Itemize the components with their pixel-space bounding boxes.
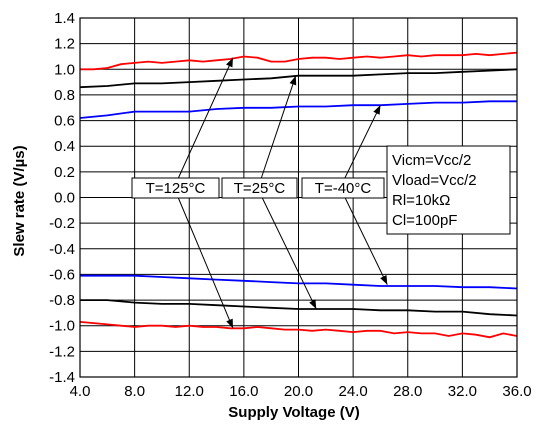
- annotation-label-t125: T=125°C: [146, 180, 206, 197]
- x-tick-label: 24.0: [339, 383, 368, 400]
- pointer-arrowhead-t25: [289, 75, 297, 86]
- pointer-arrowhead-tm40: [373, 105, 381, 115]
- annotation-layer: T=125°C T=25°C T=-40°C: [131, 57, 388, 329]
- x-tick-label: 12.0: [175, 383, 204, 400]
- annotation-box-t25: [221, 177, 298, 199]
- series-line-t125-fall: [79, 321, 518, 339]
- pointer-arrowhead-t125: [226, 318, 233, 329]
- y-tick-label: -0.4: [49, 241, 75, 258]
- pointer-arrowhead-t125: [226, 57, 233, 68]
- annotation-box-t125: [131, 177, 220, 199]
- y-tick-label: 0.8: [54, 87, 75, 104]
- y-tick-label: 0.2: [54, 164, 75, 181]
- condition-line: Cl=100pF: [392, 212, 457, 229]
- plot-frame: [79, 17, 518, 378]
- grid: [79, 17, 518, 378]
- series-layer: [79, 51, 518, 339]
- series-line-t25-fall: [80, 299, 518, 317]
- series-line-t125-rise: [80, 51, 518, 71]
- condition-line: Vload=Vcc/2: [392, 172, 477, 189]
- conditions-frame: [386, 145, 511, 235]
- y-tick-label: -1.4: [49, 369, 75, 386]
- pointer-arrowhead-tm40: [380, 275, 388, 285]
- y-tick-label: -0.2: [49, 215, 75, 232]
- x-tick-label: 4.0: [70, 383, 91, 400]
- pointer-line-t125: [177, 197, 234, 329]
- series-line-tm40-fall: [80, 274, 518, 290]
- annotation-box-tm40: [301, 177, 385, 199]
- x-tick-label: 36.0: [502, 383, 531, 400]
- y-tick-label: 0.0: [54, 190, 75, 207]
- x-tick-labels: 4.0 8.0 12.0 16.0 20.0 24.0 28.0 32.0 36.0: [70, 383, 532, 400]
- pointer-line-t25: [261, 197, 317, 310]
- pointer-arrowhead-t25: [309, 299, 317, 310]
- y-tick-label: -1.0: [49, 318, 75, 335]
- pointer-line-t25: [260, 75, 297, 179]
- y-tick-label: 1.2: [54, 36, 75, 53]
- y-tick-labels: 1.4 1.2 1.0 0.8 0.6 0.4 0.2 0.0 -0.2 -0.4 -0.6 -0.8…: [49, 10, 75, 386]
- series-line-t25-rise: [79, 68, 518, 89]
- x-tick-label: 28.0: [393, 383, 422, 400]
- annotation-label-tm40: T=-40°C: [315, 180, 372, 197]
- x-tick-label: 8.0: [124, 383, 145, 400]
- condition-line: Rl=10kΩ: [392, 192, 450, 209]
- y-tick-label: 0.4: [54, 138, 75, 155]
- y-axis-label: Slew rate (V/µs): [11, 145, 28, 256]
- y-tick-label: -1.2: [49, 343, 75, 360]
- x-tick-label: 32.0: [448, 383, 477, 400]
- conditions-box: Vicm=Vcc/2 Vload=Vcc/2 Rl=10kΩ Cl=100pF: [386, 145, 511, 235]
- condition-line: Vicm=Vcc/2: [392, 152, 471, 169]
- x-tick-label: 16.0: [229, 383, 258, 400]
- y-tick-label: 1.4: [54, 10, 75, 27]
- pointer-line-tm40: [344, 197, 388, 285]
- pointer-line-t125: [177, 57, 234, 179]
- y-tick-label: 1.0: [54, 61, 75, 78]
- x-tick-label: 20.0: [284, 383, 313, 400]
- y-tick-label: -0.8: [49, 292, 75, 309]
- pointer-line-tm40: [344, 104, 381, 179]
- y-tick-label: -0.6: [49, 266, 75, 283]
- y-tick-label: 0.6: [54, 113, 75, 130]
- series-line-tm40-rise: [79, 100, 517, 119]
- annotation-label-t25: T=25°C: [234, 180, 286, 197]
- x-axis-label: Supply Voltage (V): [228, 404, 359, 421]
